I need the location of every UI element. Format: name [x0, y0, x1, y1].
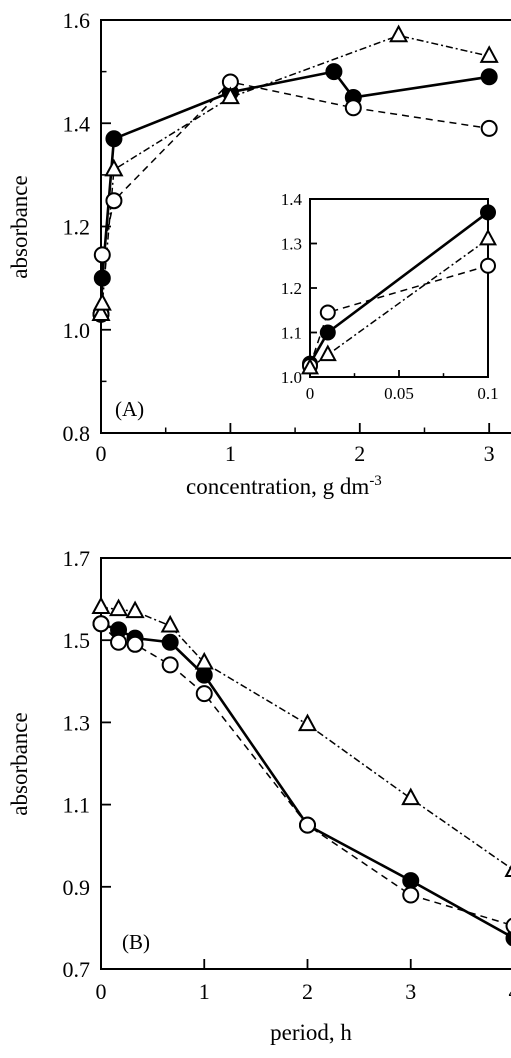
data-point-open-triangle: [300, 357, 320, 375]
series-filled-circle: [100, 622, 511, 938]
data-point-open-circle: [195, 685, 213, 703]
data-point-open-circle: [93, 246, 111, 264]
data-point-open-triangle: [160, 614, 180, 633]
x-tick-label: 0.05: [384, 384, 414, 403]
data-point-open-triangle: [125, 600, 145, 619]
x-tick-label: 2: [302, 979, 313, 1004]
data-point-open-triangle: [104, 158, 124, 177]
data-point-open-circle: [402, 886, 420, 904]
y-tick-label: 1.5: [63, 628, 91, 653]
data-point-open-circle: [299, 816, 316, 834]
x-tick-label: 2: [354, 441, 365, 466]
series-open-triangle: [309, 238, 489, 369]
data-point-open-triangle: [92, 293, 112, 311]
data-point-open-circle: [126, 635, 144, 653]
panel-label-b: (B): [122, 930, 150, 954]
y-axis-label: absorbance: [7, 175, 32, 278]
data-point-open-circle: [161, 656, 179, 674]
data-point-filled-circle: [93, 269, 111, 287]
series-markers-open-triangle: [91, 596, 511, 878]
x-tick-label: 0: [306, 384, 315, 403]
y-tick-label: 1.1: [281, 324, 302, 343]
data-point-open-triangle: [220, 86, 240, 105]
data-point-open-circle: [344, 99, 362, 117]
series-markers-open-triangle: [300, 228, 498, 375]
data-point-open-triangle: [389, 24, 409, 43]
data-point-open-circle: [92, 615, 110, 633]
data-point-filled-circle: [325, 63, 343, 81]
data-point-open-circle: [319, 304, 336, 321]
x-tick-label: 3: [484, 441, 495, 466]
y-tick-label: 0.7: [63, 957, 91, 982]
data-point-open-triangle: [194, 651, 214, 670]
series-open-circle: [100, 623, 511, 926]
data-point-filled-circle: [161, 633, 179, 651]
data-point-filled-circle: [319, 324, 336, 341]
data-point-filled-circle: [195, 666, 213, 684]
series-line: [100, 623, 511, 926]
y-tick-label: 1.0: [63, 318, 91, 343]
series-markers-open-triangle: [91, 24, 499, 321]
data-point-filled-circle: [480, 204, 496, 221]
y-tick-label: 1.3: [281, 235, 302, 254]
data-point-open-triangle: [91, 596, 111, 615]
data-point-open-triangle: [479, 45, 499, 63]
data-point-open-triangle: [108, 598, 129, 617]
x-axis-label-superscript: -3: [369, 473, 382, 489]
data-point-open-circle: [105, 192, 123, 210]
y-tick-label: 1.1: [63, 793, 91, 818]
inset-frame: [309, 198, 489, 378]
data-point-filled-circle: [505, 930, 511, 947]
x-axis-label: concentration, g dm-3: [186, 473, 382, 499]
chart-panel-2: 1.0 1.1 1.2 1.3 1.4 0 0.05 0.1: [281, 190, 499, 403]
y-tick-label: 0.9: [63, 875, 91, 900]
x-tick-label: 1: [225, 441, 236, 466]
y-tick-label: 1.2: [281, 279, 302, 298]
x-axis-label: period, h: [270, 1020, 352, 1045]
series-open-circle: [100, 81, 490, 315]
chart-panel-1: 0.7 0.9 1.1 1.3 1.5 1.7 0 1 2 3 4 (B) absorbance peri…: [7, 546, 511, 1045]
series-line: [100, 81, 490, 315]
y-tick-label: 1.4: [63, 111, 91, 136]
series-line: [309, 238, 489, 369]
y-tick-label: 1.2: [63, 215, 91, 240]
data-point-open-triangle: [318, 344, 337, 362]
data-point-open-circle: [480, 257, 496, 274]
series-line: [309, 265, 489, 367]
y-tick-label: 1.6: [63, 8, 91, 33]
y-tick-label: 1.4: [281, 190, 303, 209]
data-point-open-circle: [480, 119, 498, 137]
series-markers-filled-circle: [92, 615, 511, 947]
series-line: [100, 622, 511, 938]
series-markers-open-circle: [92, 73, 498, 323]
x-tick-label: 0.1: [477, 384, 498, 403]
data-point-open-triangle: [91, 303, 111, 321]
x-tick-label: 0: [96, 979, 107, 1004]
series-line: [100, 34, 490, 315]
series-markers-open-circle: [92, 615, 511, 934]
data-point-filled-circle: [105, 130, 123, 148]
series-open-circle: [309, 265, 489, 367]
y-tick-label: 1.0: [281, 368, 302, 387]
data-point-open-circle: [110, 633, 128, 651]
y-axis-label: absorbance: [7, 712, 32, 815]
y-tick-label: 0.8: [63, 421, 91, 446]
y-tick-label: 1.7: [63, 546, 91, 571]
data-point-filled-circle: [402, 872, 420, 890]
x-tick-label: 0: [96, 441, 107, 466]
chart-panel-0: 0.8 1.0 1.2 1.4 1.6 0 1 2 3 (A) absorbance concentr…: [7, 8, 511, 499]
data-point-open-triangle: [297, 713, 318, 732]
x-tick-label: 3: [405, 979, 416, 1004]
series-open-triangle: [100, 34, 490, 315]
data-point-open-triangle: [478, 228, 498, 246]
data-point-open-triangle: [401, 787, 421, 806]
x-tick-label: 4: [509, 979, 511, 1004]
data-point-filled-circle: [480, 68, 498, 86]
y-tick-label: 1.3: [63, 710, 91, 735]
panel-label-a: (A): [115, 397, 144, 421]
data-point-open-circle: [505, 917, 511, 934]
data-point-open-triangle: [504, 864, 511, 878]
x-tick-label: 1: [199, 979, 210, 1004]
